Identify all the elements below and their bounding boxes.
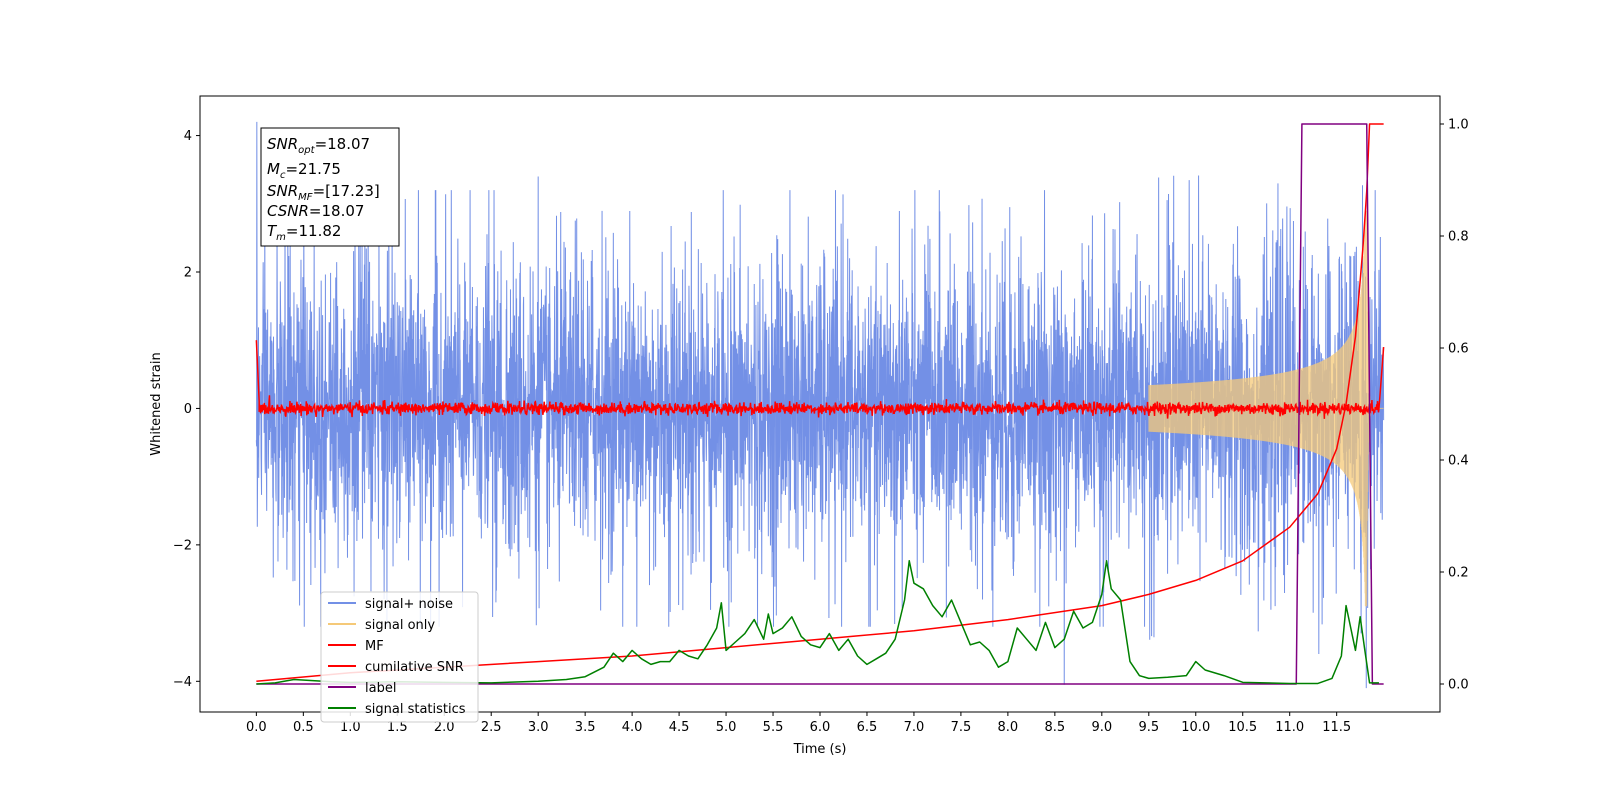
series-mf-line (255, 340, 1385, 419)
x-tick-label: 3.5 (575, 720, 596, 735)
legend: signal+ noise signal only MF cumilative … (320, 591, 479, 723)
info-snr-opt-value: =18.07 (315, 135, 371, 153)
x-tick-label: 0.5 (293, 720, 314, 735)
y-right-tick-label: 1.0 (1448, 118, 1469, 133)
y-axis-label: Whitened strain (149, 352, 164, 455)
plot-layer (255, 121, 1385, 689)
info-csnr: CSNR=18.07 (267, 202, 364, 220)
legend-label-signal-statistics: signal statistics (365, 702, 466, 717)
y-right-tick-label: 0.2 (1448, 566, 1469, 581)
legend-label-signal-noise: signal+ noise (365, 597, 453, 612)
y-right-tick-label: 0.4 (1448, 454, 1469, 469)
info-tm: Tm=11.82 (267, 222, 341, 243)
x-tick-label: 3.0 (528, 720, 549, 735)
info-csnr-base: CSNR (267, 202, 309, 220)
series-label-line (256, 123, 1384, 685)
x-tick-label: 11.5 (1322, 720, 1351, 735)
info-mc-base: M (267, 160, 280, 178)
info-tm-sub: m (276, 232, 286, 243)
x-tick-label: 4.5 (669, 720, 690, 735)
x-tick-label: 1.0 (340, 720, 361, 735)
x-tick-label: 8.0 (998, 720, 1019, 735)
x-tick-label: 2.0 (434, 720, 455, 735)
y-left-tick-label: 0 (184, 402, 192, 417)
info-mc-sub: c (280, 170, 286, 181)
x-tick-label: 8.5 (1045, 720, 1066, 735)
info-snr-mf-value: =[17.23] (313, 182, 380, 200)
y-left-tick-label: 2 (184, 266, 192, 281)
x-tick-label: 4.0 (622, 720, 643, 735)
y-right-tick-label: 0.6 (1448, 342, 1469, 357)
info-mc-value: =21.75 (285, 160, 341, 178)
info-snr-mf-base: SNR (267, 182, 298, 200)
x-tick-label: 9.0 (1091, 720, 1112, 735)
y-right-tick-label: 0.8 (1448, 230, 1469, 245)
info-csnr-value: =18.07 (309, 202, 365, 220)
y-left-tick-label: −4 (173, 675, 192, 690)
info-snr-opt: SNRopt=18.07 (267, 135, 370, 156)
x-axis-label: Time (s) (793, 742, 847, 757)
legend-label-signal-only: signal only (365, 618, 435, 633)
info-snr-mf-sub: MF (298, 192, 313, 203)
x-tick-label: 10.5 (1228, 720, 1257, 735)
y-right-tick-label: 0.0 (1448, 678, 1469, 693)
info-box-frame (260, 127, 400, 247)
x-tick-label: 9.5 (1138, 720, 1159, 735)
x-tick-label: 7.0 (904, 720, 925, 735)
info-snr-mf: SNRMF=[17.23] (267, 182, 380, 203)
info-box: SNRopt=18.07 Mc=21.75 SNRMF=[17.23] CSNR… (260, 127, 400, 247)
info-tm-value: =11.82 (286, 222, 342, 240)
info-tm-base: T (267, 222, 278, 240)
x-tick-label: 11.0 (1275, 720, 1304, 735)
series-cumilative-snr-line (256, 123, 1384, 682)
legend-label-label: label (365, 681, 396, 696)
series-signal-only-line (1148, 210, 1384, 607)
x-tick-label: 0.0 (246, 720, 267, 735)
x-tick-label: 1.5 (387, 720, 408, 735)
x-tick-label: 7.5 (951, 720, 972, 735)
x-tick-label: 5.0 (716, 720, 737, 735)
series-signal-noise-line (255, 121, 1385, 689)
x-tick-label: 6.5 (857, 720, 878, 735)
ticks-layer: 0.0 0.5 1.0 1.5 2.0 2.5 3.0 3.5 4.0 4.5 5.0 5.5 6.0 6… (173, 118, 1469, 736)
legend-label-cumulative-snr: cumilative SNR (365, 660, 464, 675)
y-left-tick-label: −2 (173, 538, 192, 553)
x-tick-label: 10.0 (1181, 720, 1210, 735)
x-tick-label: 5.5 (763, 720, 784, 735)
x-tick-label: 6.0 (810, 720, 831, 735)
y-left-tick-label: 4 (184, 129, 192, 144)
info-snr-opt-sub: opt (298, 145, 315, 156)
info-snr-opt-base: SNR (267, 135, 298, 153)
legend-label-mf: MF (365, 639, 384, 654)
legend-frame (320, 591, 479, 723)
series-signal-statistics-line (256, 560, 1379, 685)
x-tick-label: 2.5 (481, 720, 502, 735)
info-mc: Mc=21.75 (267, 160, 341, 181)
